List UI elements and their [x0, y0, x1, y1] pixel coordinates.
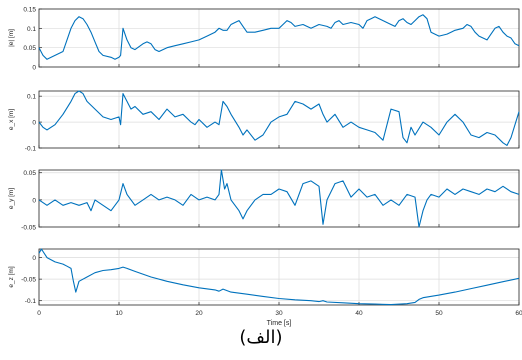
y-tick-label: 0.05 [23, 170, 36, 177]
subplot-1: 0 0.05 0.1 0.15 |e| [m] [8, 7, 520, 72]
y-axis-label: |e| [m] [8, 29, 15, 47]
axes-box [38, 248, 520, 306]
y-axis-label: e_x [m] [8, 109, 15, 131]
x-tick-label: 0 [37, 310, 41, 317]
y-tick-label: 0 [32, 120, 36, 127]
y-tick-label: 0 [32, 255, 36, 262]
subplot-3: -0.05 0 0.05 e_y [m] [8, 169, 520, 232]
axes-box [38, 8, 520, 68]
series-line [38, 248, 520, 306]
y-tick-label: 0.15 [23, 7, 36, 14]
y-axis-label: e_y [m] [8, 188, 15, 210]
y-tick-label: 0 [32, 197, 36, 204]
x-tick-label: 50 [435, 310, 443, 317]
x-tick-label: 60 [515, 310, 522, 317]
x-axis-label: Time [s] [267, 320, 292, 327]
x-tick-label: 30 [275, 310, 283, 317]
y-tick-label: -0.05 [21, 225, 36, 232]
figure-caption: (الف) [239, 327, 283, 348]
subplot-2: -0.1 0 0.1 e_x [m] [8, 90, 520, 153]
y-tick-label: 0.1 [27, 94, 36, 101]
y-tick-label: -0.05 [21, 277, 36, 284]
axes-box [38, 169, 520, 228]
series-line [38, 14, 520, 60]
series-line [38, 169, 520, 228]
y-tick-label: 0 [32, 65, 36, 72]
x-tick-label: 10 [115, 310, 123, 317]
subplot-4: -0.1 -0.05 0 e_z [m] 0 10 20 30 40 50 60 Time [s] [8, 248, 522, 327]
y-axis-label: e_z [m] [8, 266, 15, 288]
y-tick-label: 0.1 [27, 26, 36, 33]
y-tick-label: -0.1 [25, 146, 37, 153]
series-line [38, 90, 520, 146]
x-tick-label: 40 [355, 310, 363, 317]
axes-box [38, 90, 520, 149]
y-tick-label: 0.05 [23, 45, 36, 52]
y-tick-label: -0.1 [25, 298, 37, 305]
x-tick-label: 20 [195, 310, 203, 317]
